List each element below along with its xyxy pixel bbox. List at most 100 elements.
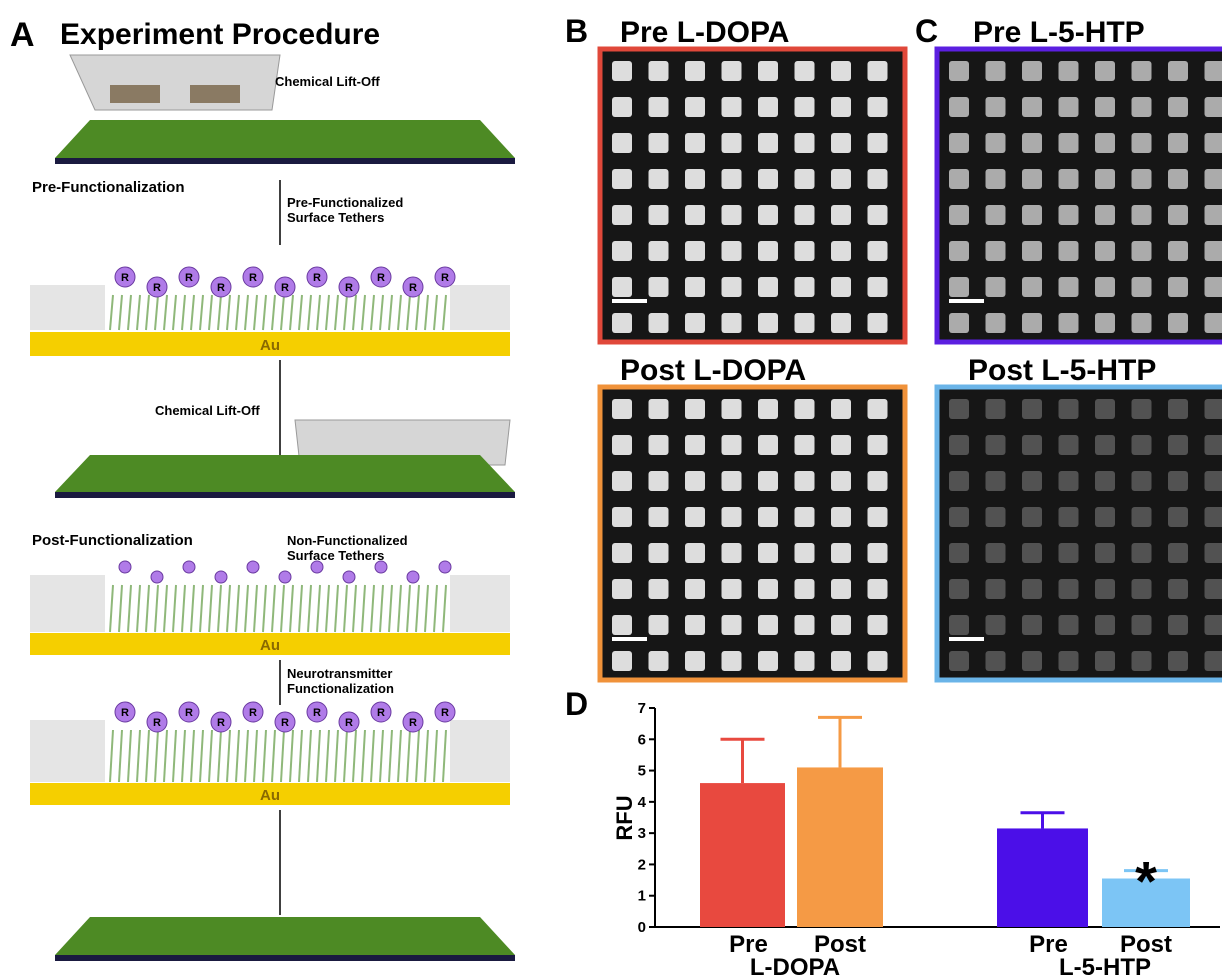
tether [434,295,437,330]
pad [1132,507,1152,527]
tether [380,585,383,632]
pad [986,313,1006,333]
tether [308,295,311,330]
pad [831,205,851,225]
pad [868,651,888,671]
y-tick-label: 5 [638,763,646,780]
pad [612,97,632,117]
pad [649,651,669,671]
pad [612,471,632,491]
bar [997,828,1088,927]
tether [236,730,239,782]
pad [1059,241,1079,261]
pad [1059,205,1079,225]
pad [986,579,1006,599]
pad [1059,615,1079,635]
micrograph [600,387,905,680]
pad [612,241,632,261]
pad [1095,133,1115,153]
pad [795,61,815,81]
pad [795,133,815,153]
tether [335,295,338,330]
pad [1168,615,1188,635]
pad [685,471,705,491]
tether-label: R [121,272,129,284]
pad [1059,97,1079,117]
pad [949,277,969,297]
pad [1059,61,1079,81]
pad [795,313,815,333]
pad [831,543,851,563]
pad [649,61,669,81]
pad [1095,61,1115,81]
pad [758,241,778,261]
pad [831,435,851,455]
pad [1022,133,1042,153]
pad [868,579,888,599]
tether-label: R [217,282,225,294]
pad [1168,507,1188,527]
pad [722,471,742,491]
tether [362,295,365,330]
pad [795,205,815,225]
pad [986,97,1006,117]
pad [1095,507,1115,527]
tether [173,295,176,330]
pad [612,133,632,153]
tether [398,585,401,632]
tether [137,730,140,782]
pad [1205,169,1222,189]
pad [1022,579,1042,599]
micrograph [937,387,1222,680]
tether-label: R [345,282,353,294]
panel-letter: D [565,686,588,722]
pad [649,435,669,455]
pad [1022,543,1042,563]
tether [254,585,257,632]
pad [1022,435,1042,455]
tether-label: R [185,272,193,284]
pad [986,399,1006,419]
tether [155,585,158,632]
lift-off-slab [70,55,280,110]
tether [272,585,275,632]
pad [758,61,778,81]
pad [649,399,669,419]
tether [128,730,131,782]
pad [612,205,632,225]
tether [290,295,293,330]
tether [245,730,248,782]
significance: * [1135,850,1157,913]
tether [227,295,230,330]
tether [137,585,140,632]
group-label: L-5-HTP [1059,954,1151,979]
pad [758,507,778,527]
tether [353,295,356,330]
tether-head [439,561,451,573]
pad [722,579,742,599]
pad [831,241,851,261]
tether [209,585,212,632]
pad [795,615,815,635]
tether [146,295,149,330]
tether [335,730,338,782]
tether [164,730,167,782]
pad [868,277,888,297]
pad [685,277,705,297]
pad [722,205,742,225]
scale-bar [949,299,984,303]
pad [986,543,1006,563]
scale-bar [949,637,984,641]
panel-letter: A [10,16,35,54]
pad [1095,651,1115,671]
tether [398,730,401,782]
pad [685,579,705,599]
tether [398,295,401,330]
pad [1132,543,1152,563]
y-tick-label: 0 [638,919,646,936]
pad [1095,615,1115,635]
pad [1205,399,1222,419]
pad [1205,97,1222,117]
tether-label: R [217,717,225,729]
pad [949,507,969,527]
